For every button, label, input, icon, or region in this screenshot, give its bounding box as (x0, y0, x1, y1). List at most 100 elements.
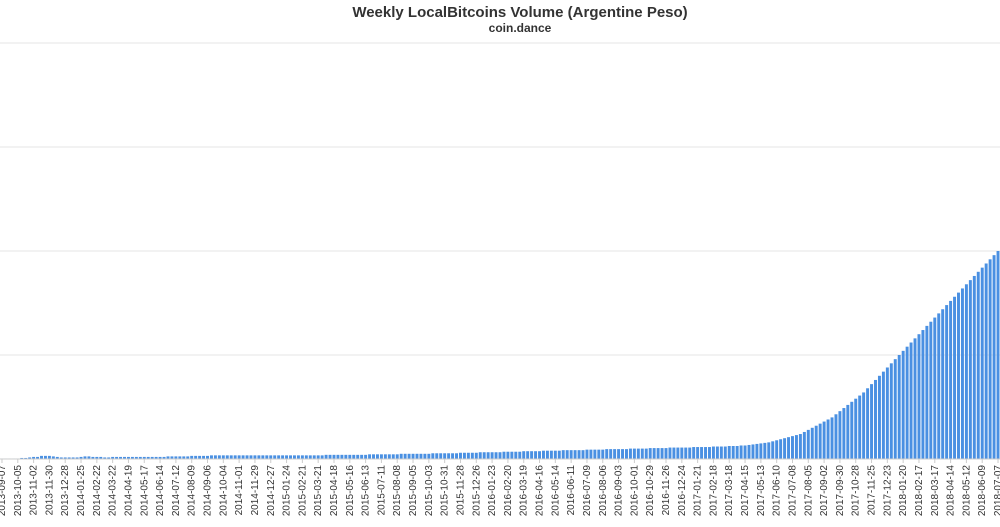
bar (415, 453, 419, 459)
bar (648, 448, 652, 459)
x-tick-label: 2014-08-09 (187, 465, 198, 517)
bar (826, 419, 830, 459)
bar (20, 457, 24, 459)
bar (439, 453, 443, 459)
bar (988, 259, 992, 459)
bar (980, 267, 984, 459)
x-tick-label: 2017-07-08 (788, 465, 799, 517)
bar (411, 453, 415, 459)
bar (652, 448, 656, 459)
x-tick-label: 2016-12-24 (677, 465, 688, 517)
x-tick-label: 2017-09-30 (835, 465, 846, 517)
bar (451, 453, 455, 459)
bar (573, 450, 577, 459)
bar (545, 450, 549, 459)
bar (538, 451, 541, 459)
bar (368, 454, 372, 459)
bar (419, 453, 423, 459)
bar (866, 388, 870, 459)
bar (960, 288, 964, 459)
bar (360, 454, 364, 459)
x-tick-label: 2014-05-17 (139, 465, 150, 517)
bar (87, 456, 91, 459)
bar (660, 448, 664, 459)
bar (67, 457, 71, 459)
bar (115, 456, 119, 459)
bar (130, 456, 134, 459)
bar (466, 452, 470, 459)
bar (269, 455, 273, 459)
bar (40, 455, 43, 459)
chart-subtitle: coin.dance (488, 21, 552, 35)
bar (636, 448, 640, 459)
x-tick-label: 2016-11-26 (661, 465, 672, 516)
bar (593, 449, 597, 459)
x-tick-label: 2018-04-14 (946, 465, 957, 517)
bar (992, 255, 996, 459)
bar (767, 442, 771, 459)
bar (775, 440, 779, 459)
bar (304, 455, 308, 459)
x-tick-label: 2015-02-21 (297, 465, 308, 517)
bar (783, 438, 787, 459)
x-tick-label: 2014-10-04 (218, 465, 229, 517)
bar (158, 456, 162, 459)
bar (75, 457, 79, 459)
bar (281, 455, 285, 459)
bar (953, 296, 957, 459)
x-tick-label: 2017-01-21 (693, 465, 704, 517)
bar (494, 452, 498, 459)
x-tick-label: 2017-02-18 (708, 465, 719, 517)
bar (996, 251, 1000, 459)
x-axis-ticks: 2013-09-07 2013-10-05 2013-11-02 2013-11-30… (0, 459, 1000, 516)
bar (490, 452, 494, 459)
bar (443, 453, 447, 459)
x-tick-label: 2015-09-05 (408, 465, 419, 517)
bar (909, 342, 913, 459)
x-tick-label: 2015-06-13 (361, 465, 372, 517)
bar (617, 449, 621, 459)
bar (332, 454, 336, 459)
bar (427, 453, 431, 459)
x-tick-label: 2016-03-19 (519, 465, 530, 517)
bar (403, 453, 407, 459)
bars (0, 251, 1000, 459)
bar (506, 451, 510, 459)
bar (217, 455, 221, 459)
bar (142, 456, 146, 459)
x-tick-label: 2018-06-09 (977, 465, 988, 517)
bar (763, 442, 767, 459)
bar (830, 417, 834, 459)
bar (123, 456, 126, 459)
bar (312, 455, 316, 459)
x-tick-label: 2016-10-01 (629, 465, 640, 517)
bar (945, 305, 949, 459)
bar (257, 455, 261, 459)
bar (696, 447, 700, 459)
bar (387, 454, 391, 459)
bar (846, 404, 850, 459)
bar (423, 453, 427, 459)
bar (510, 451, 514, 459)
x-tick-label: 2015-08-08 (392, 465, 403, 517)
bar (656, 448, 660, 459)
bar (379, 454, 383, 459)
bar (810, 427, 814, 459)
bar (684, 447, 688, 459)
bar (111, 456, 115, 459)
bar (668, 447, 672, 459)
bar (51, 456, 55, 459)
bar (190, 455, 194, 459)
x-tick-label: 2014-03-22 (108, 465, 119, 517)
bar (455, 453, 458, 459)
bar (838, 411, 842, 459)
bar (850, 401, 854, 459)
bar (79, 456, 83, 459)
bar (209, 455, 213, 459)
x-tick-label: 2013-11-30 (44, 465, 55, 516)
bar (296, 455, 300, 459)
x-tick-label: 2015-07-11 (376, 465, 387, 516)
bar (237, 455, 241, 459)
bar (24, 457, 28, 459)
bar (399, 453, 403, 459)
